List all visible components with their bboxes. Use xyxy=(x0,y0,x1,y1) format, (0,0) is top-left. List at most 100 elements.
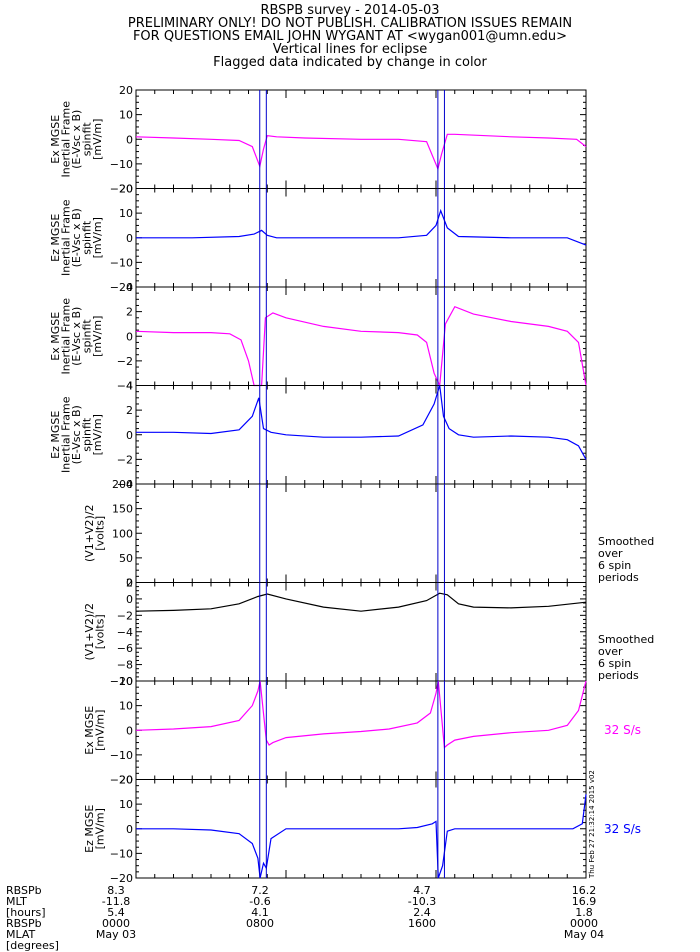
panel-8-rate: 32 S/s xyxy=(604,822,641,836)
footer-value: May 04 xyxy=(563,928,605,941)
panel-6-note: Smoothed over 6 spin periods xyxy=(598,634,654,682)
y-axis-label-line: Ez MGSE xyxy=(49,411,62,459)
y-tick-label: 20 xyxy=(119,675,133,688)
panel-6-note-line-2: over xyxy=(598,645,623,658)
y-tick-label: 20 xyxy=(119,183,133,196)
y-axis-label-line: Inertial Frame xyxy=(60,101,73,178)
panel-6-series-line xyxy=(135,592,587,612)
y-axis-label-line: Ez MGSE xyxy=(83,805,96,853)
y-axis-label-line: Ez MGSE xyxy=(49,214,62,262)
footer-value: 4.1 xyxy=(251,906,269,919)
y-tick-label: 0 xyxy=(126,330,133,343)
y-axis-label-line: Ex MGSE xyxy=(49,312,62,361)
y-tick-label: 200 xyxy=(112,478,133,491)
footer-row-label-2: MLT xyxy=(6,895,27,908)
y-axis-label-line: [mV/m] xyxy=(91,414,104,455)
y-tick-label: −10 xyxy=(110,749,133,762)
header-line-1: RBSPB survey - 2014-05-03 xyxy=(260,3,440,18)
y-axis-label-line: [volts] xyxy=(93,516,106,551)
y-axis-label-line: Inertial Frame xyxy=(60,298,73,375)
y-tick-label: −10 xyxy=(110,256,133,269)
y-tick-label: 0 xyxy=(126,133,133,146)
panel-4-series-line xyxy=(136,385,587,460)
panel-7-rate: 32 S/s xyxy=(604,723,641,737)
footer-value: 4.7 xyxy=(413,884,431,897)
footer-row-label-1: RBSPb xyxy=(6,884,42,897)
y-tick-label: −10 xyxy=(110,158,133,171)
panel-6-note-line-4: periods xyxy=(598,669,639,682)
y-tick-label: 10 xyxy=(119,798,133,811)
y-axis-label-line: [volts] xyxy=(93,614,106,649)
footer-row-label-6: [degrees] xyxy=(6,939,59,952)
footer-value: -0.6 xyxy=(249,895,271,908)
y-axis-label-line: [mV/m] xyxy=(93,808,106,849)
panel-5-note-line-1: Smoothed xyxy=(598,535,655,548)
y-axis-label-line: Inertial Frame xyxy=(60,396,73,473)
y-axis-label-line: spinfit xyxy=(81,122,94,157)
y-tick-label: 150 xyxy=(112,503,133,516)
footer-value: 0800 xyxy=(246,917,274,930)
y-tick-label: −10 xyxy=(110,847,133,860)
y-axis-label-line: (E-Vsc x B) xyxy=(70,110,83,169)
panel-3-series-line xyxy=(135,305,587,388)
panel-6-note-line-3: 6 spin xyxy=(598,657,632,670)
footer-value: 5.4 xyxy=(107,906,125,919)
footer-value: -11.8 xyxy=(101,895,131,908)
header-line-5: Flagged data indicated by change in colo… xyxy=(213,55,487,70)
y-axis-label-line: [mV/m] xyxy=(93,710,106,751)
y-axis-label-line: Ex MGSE xyxy=(49,115,62,164)
y-axis-label-line: (E-Vsc x B) xyxy=(70,208,83,267)
y-axis-label-line: (E-Vsc x B) xyxy=(70,405,83,464)
y-tick-label: 0 xyxy=(126,823,133,836)
footer-row-label-3: [hours] xyxy=(6,906,46,919)
header-line-3: FOR QUESTIONS EMAIL JOHN WYGANT AT <wyga… xyxy=(132,29,568,44)
y-tick-label: 4 xyxy=(126,380,133,393)
y-tick-label: −4 xyxy=(117,380,133,393)
y-tick-label: 0 xyxy=(126,232,133,245)
y-tick-label: −20 xyxy=(110,872,133,885)
y-tick-label: −20 xyxy=(110,281,133,294)
y-tick-label: −20 xyxy=(110,183,133,196)
y-axis-label-line: Ex MGSE xyxy=(83,706,96,755)
y-axis-label-line: spinfit xyxy=(81,417,94,452)
y-tick-label: 0 xyxy=(126,577,133,590)
y-axis-label-line: spinfit xyxy=(81,220,94,255)
y-tick-label: −2 xyxy=(117,355,133,368)
y-tick-label: −10 xyxy=(110,675,133,688)
panel-7-series-line xyxy=(135,680,587,749)
panel-8-series-line xyxy=(136,794,587,879)
panel-6-note-line-1: Smoothed xyxy=(598,633,655,646)
panel-7-frame xyxy=(135,680,587,780)
header-line-4: Vertical lines for eclipse xyxy=(272,42,428,57)
y-tick-label: 100 xyxy=(112,527,133,540)
y-tick-label: 10 xyxy=(119,207,133,220)
footer-value: 0000 xyxy=(570,917,598,930)
y-axis-label-line: [mV/m] xyxy=(91,217,104,258)
footer-value: 1.8 xyxy=(575,906,593,919)
panel-5-note: Smoothed over 6 spin periods xyxy=(598,536,654,584)
y-tick-label: 0 xyxy=(126,593,133,606)
y-axis-label-line: (V1+V2)/2 xyxy=(83,603,96,661)
y-tick-label: 10 xyxy=(119,700,133,713)
y-tick-label: 2 xyxy=(126,306,133,319)
y-tick-label: 0 xyxy=(126,724,133,737)
footer-value: 16.9 xyxy=(571,895,597,908)
y-axis-label-line: spinfit xyxy=(81,319,94,354)
y-tick-label: −4 xyxy=(117,626,133,639)
footer-value: -10.3 xyxy=(407,895,437,908)
footer-value: 1600 xyxy=(408,917,436,930)
footer-value: 16.2 xyxy=(571,884,597,897)
footer-value: 2.4 xyxy=(413,906,431,919)
y-tick-label: −4 xyxy=(117,478,133,491)
panel-6-frame xyxy=(135,582,587,682)
y-tick-label: 2 xyxy=(126,577,133,590)
y-tick-label: 20 xyxy=(119,84,133,97)
y-tick-label: 20 xyxy=(119,774,133,787)
header-line-2: PRELIMINARY ONLY! DO NOT PUBLISH. CALIBR… xyxy=(127,16,573,31)
panel-2-series-line xyxy=(136,208,587,246)
y-tick-label: −8 xyxy=(117,659,133,672)
panel-5-note-line-4: periods xyxy=(598,571,639,584)
footer-value: 7.2 xyxy=(251,884,269,897)
y-axis-label-line: Inertial Frame xyxy=(60,199,73,276)
panel-3-frame xyxy=(135,286,587,386)
